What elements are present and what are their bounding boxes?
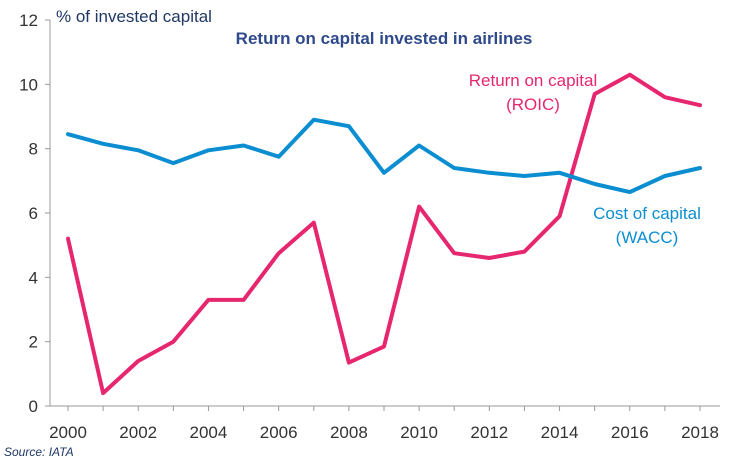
x-ticks: 2000 2002 2004 2006 2008 2010 2012 2014 2016 2018 xyxy=(49,406,719,442)
roic-label-line2: (ROIC) xyxy=(506,95,560,114)
wacc-label-line1: Cost of capital xyxy=(593,204,701,223)
x-tick-label: 2008 xyxy=(330,423,368,442)
roic-label-line1: Return on capital xyxy=(469,71,598,90)
y-ticks: 0 2 4 6 8 10 12 xyxy=(19,11,50,416)
x-tick-label: 2018 xyxy=(681,423,719,442)
y-tick-label: 0 xyxy=(29,397,38,416)
x-tick-label: 2014 xyxy=(541,423,579,442)
x-tick-label: 2000 xyxy=(49,423,87,442)
x-tick-label: 2004 xyxy=(190,423,228,442)
y-tick-label: 8 xyxy=(29,140,38,159)
roic-series-line xyxy=(66,72,702,396)
x-tick-label: 2012 xyxy=(470,423,508,442)
y-tick-label: 10 xyxy=(19,75,38,94)
y-tick-label: 2 xyxy=(29,333,38,352)
y-tick-label: 6 xyxy=(29,204,38,223)
wacc-series-line xyxy=(66,117,702,195)
x-tick-label: 2010 xyxy=(400,423,438,442)
wacc-label-line2: (WACC) xyxy=(616,228,679,247)
series-lines xyxy=(66,72,702,396)
y-axis-label: % of invested capital xyxy=(56,7,212,26)
x-tick-label: 2016 xyxy=(611,423,649,442)
x-tick-label: 2006 xyxy=(260,423,298,442)
y-tick-label: 4 xyxy=(29,268,38,287)
y-tick-label: 12 xyxy=(19,11,38,30)
source-note: Source: IATA xyxy=(4,445,74,459)
x-tick-label: 2002 xyxy=(119,423,157,442)
chart-title: Return on capital invested in airlines xyxy=(236,29,533,48)
